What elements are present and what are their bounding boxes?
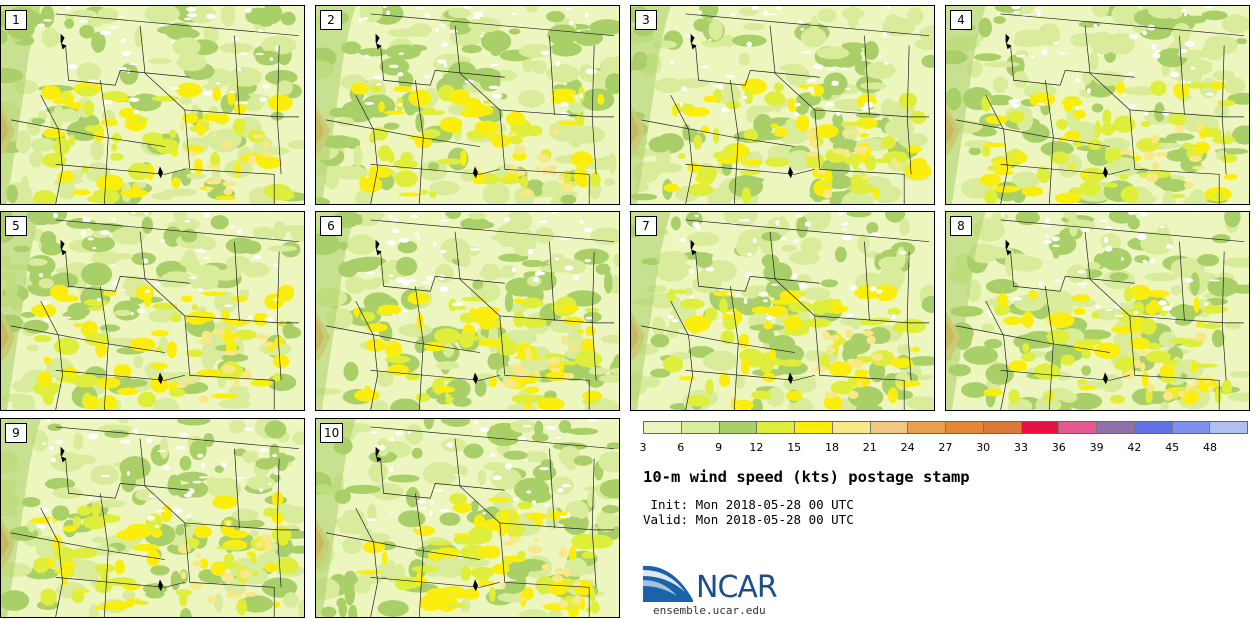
colorbar-swatch: [1210, 422, 1247, 433]
colorbar-tick: 6: [677, 441, 685, 454]
colorbar-swatch: [1097, 422, 1135, 433]
valid-time: Valid: Mon 2018-05-28 00 UTC: [643, 512, 854, 527]
colorbar-tick: 30: [976, 441, 991, 454]
ensemble-member-panel: 10: [315, 418, 620, 618]
wind-speed-map: [1, 6, 304, 204]
wind-speed-map: [316, 212, 619, 410]
member-number-label: 10: [320, 423, 344, 443]
wind-speed-map: [1, 212, 304, 410]
ensemble-member-panel: 6: [315, 211, 620, 411]
ensemble-member-panel: 3: [630, 5, 935, 205]
colorbar-tick: 21: [862, 441, 877, 454]
member-number-label: 3: [635, 10, 657, 30]
colorbar-tick-labels: 3 6 9 12 15 18 21 24 27 30 33 36 39 42 45 48: [639, 441, 1248, 455]
colorbar-tick: 48: [1203, 441, 1217, 454]
colorbar-tick: 12: [749, 441, 764, 454]
colorbar-tick: 3: [639, 441, 647, 454]
member-number-label: 9: [5, 423, 27, 443]
colorbar-swatch: [719, 422, 758, 433]
colorbar-swatch: [681, 422, 720, 433]
colorbar-swatch: [1134, 422, 1173, 433]
wind-speed-map: [631, 6, 934, 204]
colorbar-swatch: [983, 422, 1022, 433]
ensemble-url: ensemble.ucar.edu: [653, 604, 766, 617]
wind-speed-colorbar: [643, 421, 1248, 434]
ensemble-member-panel: 9: [0, 418, 305, 618]
ensemble-member-panel: 7: [630, 211, 935, 411]
wind-speed-map: [946, 6, 1249, 204]
colorbar-swatch: [1172, 422, 1211, 433]
wind-speed-map: [316, 419, 619, 617]
member-number-label: 1: [5, 10, 27, 30]
member-number-label: 8: [950, 216, 972, 236]
ensemble-member-panel: 2: [315, 5, 620, 205]
colorbar-tick: 42: [1127, 441, 1142, 454]
ncar-logo-icon: [643, 565, 693, 602]
wind-speed-map: [946, 212, 1249, 410]
colorbar-tick: 36: [1051, 441, 1066, 454]
colorbar-swatch: [644, 422, 682, 433]
colorbar-tick: 33: [1014, 441, 1028, 454]
product-title: 10-m wind speed (kts) postage stamp: [643, 468, 970, 486]
colorbar-swatch: [832, 422, 871, 433]
ensemble-member-panel: 5: [0, 211, 305, 411]
wind-speed-map: [316, 6, 619, 204]
colorbar-swatch: [908, 422, 946, 433]
member-number-label: 7: [635, 216, 657, 236]
colorbar-tick: 24: [900, 441, 915, 454]
colorbar-swatch: [795, 422, 833, 433]
wind-speed-map: [1, 419, 304, 617]
colorbar-swatch: [1021, 422, 1060, 433]
colorbar-tick: 9: [715, 441, 723, 454]
ensemble-member-panel: 1: [0, 5, 305, 205]
init-time: Init: Mon 2018-05-28 00 UTC: [643, 497, 854, 512]
member-number-label: 4: [950, 10, 972, 30]
ensemble-member-panel: 4: [945, 5, 1250, 205]
colorbar-tick: 15: [787, 441, 802, 454]
colorbar-tick: 27: [938, 441, 953, 454]
member-number-label: 2: [320, 10, 342, 30]
colorbar-tick: 18: [825, 441, 839, 454]
colorbar-tick: 45: [1165, 441, 1180, 454]
colorbar-swatch: [757, 422, 795, 433]
colorbar-swatch: [1059, 422, 1097, 433]
member-number-label: 6: [320, 216, 342, 236]
colorbar-swatch: [946, 422, 984, 433]
colorbar-tick: 39: [1089, 441, 1104, 454]
ensemble-member-panel: 8: [945, 211, 1250, 411]
colorbar-swatch: [870, 422, 909, 433]
member-number-label: 5: [5, 216, 27, 236]
ncar-logo-text: NCAR: [696, 570, 778, 605]
wind-speed-map: [631, 212, 934, 410]
